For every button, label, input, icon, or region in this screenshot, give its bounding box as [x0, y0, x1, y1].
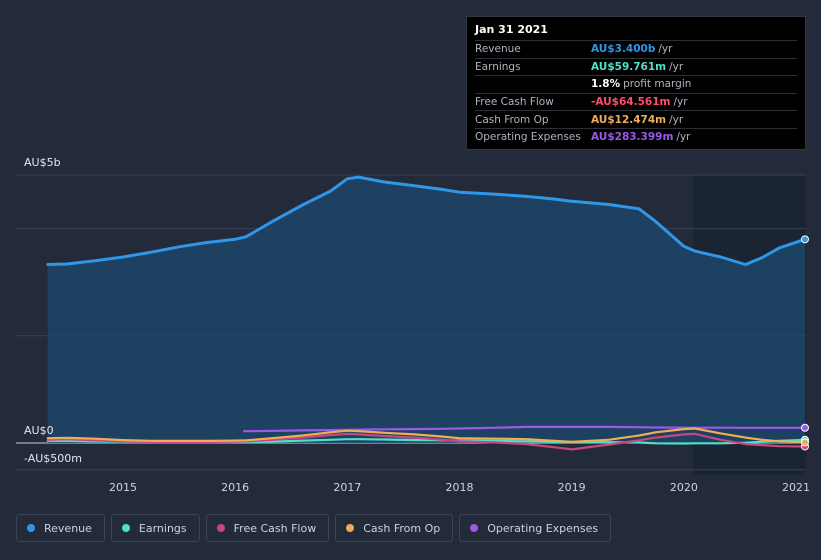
- tooltip-row: Free Cash Flow -AU$64.561m/yr: [475, 92, 797, 111]
- x-tick-label: 2015: [109, 481, 137, 494]
- tooltip-row: Revenue AU$3.400b/yr: [475, 40, 797, 58]
- legend: Revenue Earnings Free Cash Flow Cash From O…: [16, 514, 612, 542]
- tooltip-row-label: Revenue: [475, 43, 521, 56]
- tooltip-row: Operating Expenses AU$283.399m/yr: [475, 127, 797, 146]
- cash-from-op-line: [46, 427, 807, 444]
- series-lines: [46, 175, 807, 451]
- x-tick-label: 2021: [782, 481, 810, 494]
- operating-expenses-end-marker: [800, 423, 809, 432]
- legend-label: Cash From Op: [363, 521, 441, 535]
- legend-dot-icon: [27, 524, 35, 532]
- x-tick-label: 2018: [446, 481, 474, 494]
- tooltip-row-unit: /yr: [676, 131, 691, 144]
- tooltip-date: Jan 31 2021: [475, 23, 548, 36]
- legend-dot-icon: [470, 524, 479, 532]
- x-tick-label: 2020: [670, 481, 698, 494]
- legend-item-revenue[interactable]: Revenue: [16, 514, 105, 542]
- x-tick-label: 2017: [333, 481, 361, 494]
- tooltip-row-label: Earnings: [475, 60, 521, 73]
- tooltip-row-unit: profit margin: [623, 78, 692, 91]
- y-tick-label: -AU$500m: [24, 452, 82, 465]
- legend-label: Earnings: [138, 521, 187, 535]
- tooltip-row-label: Operating Expenses: [475, 131, 581, 144]
- x-tick-label: 2016: [221, 481, 249, 494]
- legend-item-operating-expenses[interactable]: Operating Expenses: [459, 514, 612, 542]
- tooltip-row: Earnings AU$59.761m/yr: [475, 57, 797, 76]
- revenue-area: [47, 177, 806, 443]
- tooltip-row-unit: /yr: [673, 96, 688, 109]
- tooltip-row-label: Free Cash Flow: [475, 96, 554, 109]
- legend-item-free-cash-flow[interactable]: Free Cash Flow: [205, 514, 330, 542]
- legend-label: Operating Expenses: [487, 521, 599, 535]
- tooltip-row-value: AU$59.761m: [591, 60, 667, 73]
- x-axis-labels: 2015 2016 2017 2018 2019 2020 2021: [109, 481, 810, 494]
- legend-item-earnings[interactable]: Earnings: [110, 514, 200, 542]
- tooltip-row-value: AU$283.399m: [591, 131, 674, 144]
- y-tick-label: AU$0: [24, 424, 54, 437]
- tooltip-row-unit: /yr: [658, 43, 673, 56]
- revenue-line: [46, 175, 807, 266]
- operating-expenses-line: [243, 425, 807, 433]
- y-axis-labels: AU$5b AU$0 -AU$500m: [24, 156, 82, 465]
- legend-dot-icon: [346, 524, 355, 532]
- legend-label: Free Cash Flow: [233, 521, 317, 535]
- tooltip: Jan 31 2021 Revenue AU$3.400b/yr Earnings A…: [466, 16, 806, 150]
- tooltip-row-unit: /yr: [669, 113, 684, 126]
- tooltip-row-value: -AU$64.561m: [591, 96, 671, 109]
- legend-dot-icon: [216, 524, 225, 532]
- tooltip-row-value: 1.8%: [591, 78, 621, 91]
- legend-label: Revenue: [44, 521, 92, 535]
- end-markers: [800, 235, 809, 451]
- revenue-area-fill: [47, 177, 806, 443]
- tooltip-row: Cash From Op AU$12.474m/yr: [475, 110, 797, 128]
- legend-item-cash-from-op[interactable]: Cash From Op: [335, 514, 454, 542]
- tooltip-row-value: AU$3.400b: [591, 43, 656, 56]
- cash-from-op-end-marker: [800, 438, 809, 447]
- tooltip-row-unit: /yr: [669, 60, 684, 73]
- tooltip-row-value: AU$12.474m: [591, 113, 667, 126]
- tooltip-row-label: Cash From Op: [475, 113, 549, 126]
- x-tick-label: 2019: [558, 481, 586, 494]
- tooltip-row: 1.8% profit margin: [475, 75, 797, 93]
- revenue-end-marker: [800, 235, 809, 244]
- y-tick-label: AU$5b: [24, 156, 61, 169]
- legend-dot-icon: [121, 524, 130, 532]
